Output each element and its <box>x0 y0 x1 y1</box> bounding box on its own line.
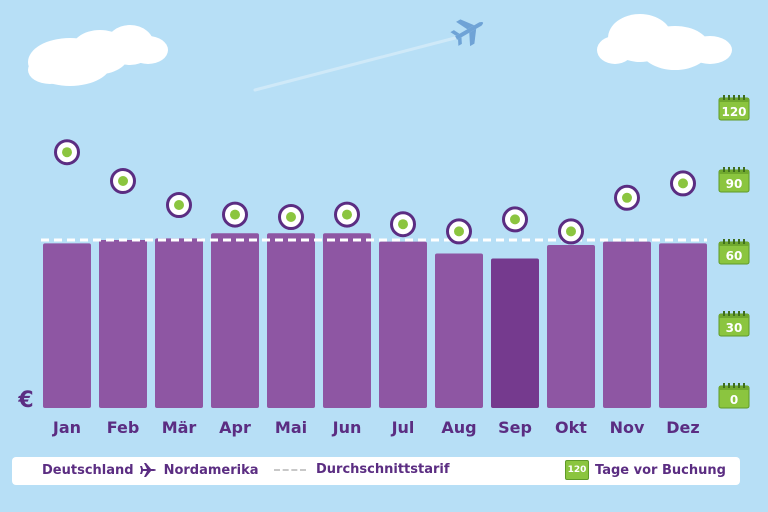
plane-icon <box>450 19 484 47</box>
x-tick-label: Aug <box>441 418 476 437</box>
cloud-icon <box>597 14 732 70</box>
x-tick-label: Sep <box>498 418 532 437</box>
bar-nov <box>603 241 651 408</box>
y2-tick-label: 90 <box>726 177 743 191</box>
bar-feb <box>99 240 147 408</box>
days-marker <box>278 204 304 230</box>
calendar-value: 120 <box>567 465 587 475</box>
days-marker <box>110 168 136 194</box>
x-tick-label: Mai <box>275 418 307 437</box>
y2-tick-label: 60 <box>726 249 743 263</box>
days-marker <box>334 201 360 228</box>
x-tick-label: Jun <box>332 418 362 437</box>
x-tick-label: Feb <box>107 418 140 437</box>
calendar-tick: 90 <box>718 167 750 193</box>
bar-aug <box>435 253 483 408</box>
dashed-line-icon <box>274 468 306 471</box>
days-marker <box>502 206 528 233</box>
y2-tick-label: 30 <box>726 321 743 335</box>
x-tick-label: Nov <box>610 418 645 437</box>
days-marker <box>222 201 248 228</box>
legend-average-label: Durchschnittstarif <box>316 462 450 477</box>
calendar-tick: 30 <box>718 311 750 337</box>
bar-jul <box>379 241 427 408</box>
currency-label: € <box>17 388 33 413</box>
x-tick-label: Dez <box>666 418 699 437</box>
legend-days-label: Tage vor Buchung <box>595 462 726 478</box>
bar-mai <box>267 233 315 408</box>
bar-dez <box>659 243 707 408</box>
bar-sep <box>491 258 539 408</box>
legend-average: Durchschnittstarif <box>274 462 450 477</box>
days-marker <box>446 218 472 245</box>
y2-tick-label: 0 <box>730 393 738 407</box>
calendar-tick: 60 <box>718 239 750 265</box>
legend-route: Deutschland Nordamerika <box>42 462 259 478</box>
calendar-tick: 120 <box>718 95 750 121</box>
cloud-icon <box>28 25 168 86</box>
plane-icon <box>139 462 158 478</box>
days-marker <box>54 139 80 166</box>
x-tick-label: Apr <box>219 418 251 437</box>
bar-jan <box>43 243 91 408</box>
contrail <box>253 36 457 92</box>
x-tick-label: Okt <box>555 418 587 437</box>
days-marker <box>558 218 584 245</box>
legend-origin: Deutschland <box>42 462 134 478</box>
x-tick-label: Jul <box>391 418 415 437</box>
calendar-icon: 120 <box>565 460 589 480</box>
days-marker <box>614 184 640 211</box>
legend: Deutschland Nordamerika Durchschnittstar… <box>12 457 740 485</box>
bar-jun <box>323 233 371 408</box>
x-tick-label: Mär <box>162 418 197 437</box>
bar-okt <box>547 245 595 408</box>
bar-apr <box>211 233 259 408</box>
legend-days: 120 Tage vor Buchung <box>565 460 726 480</box>
days-marker <box>670 170 696 197</box>
bar-mär <box>155 238 203 408</box>
calendar-tick: 0 <box>718 383 750 409</box>
x-tick-label: Jan <box>52 418 81 437</box>
days-marker <box>166 192 192 218</box>
y2-tick-label: 120 <box>721 105 746 119</box>
days-marker <box>390 211 416 238</box>
legend-destination: Nordamerika <box>163 462 259 478</box>
